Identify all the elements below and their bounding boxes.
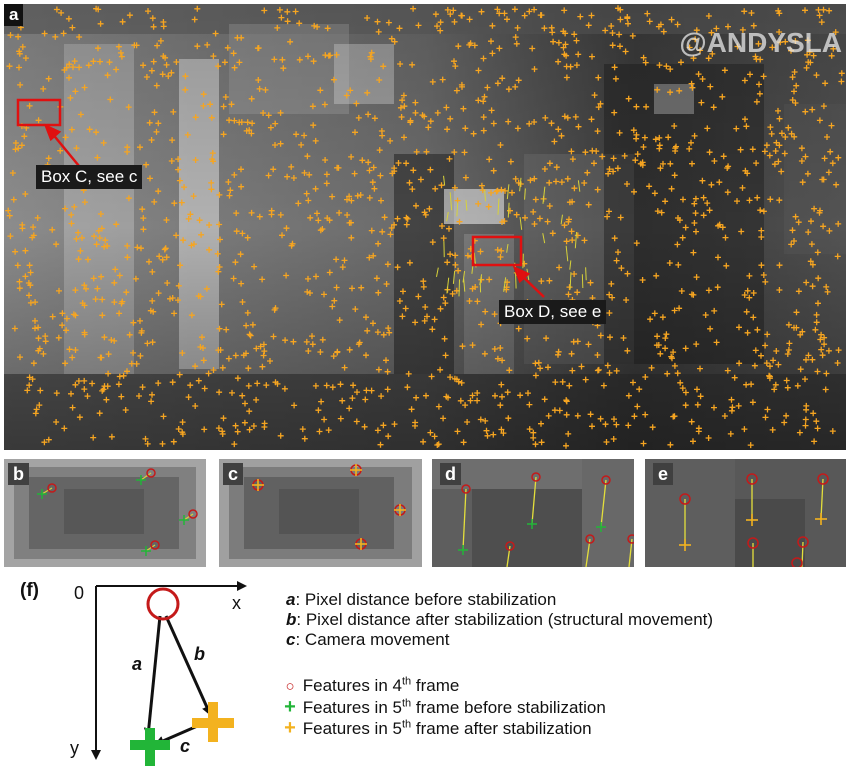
vector-a (143, 615, 162, 738)
box-d-marker (471, 235, 523, 267)
panel-f-label: (f) (20, 580, 39, 601)
panel-e-label: e (653, 463, 674, 485)
panel-b-image (4, 459, 206, 567)
panel-a-label: a (4, 4, 24, 26)
panel-c: c (219, 459, 422, 567)
panel-e: e (645, 459, 846, 567)
green-plus-icon: + (284, 696, 296, 718)
panel-a-image: @ANDYSLA (4, 4, 846, 450)
legend-item-5th-before: + Features in 5th frame before stabiliza… (282, 697, 606, 718)
red-circle-icon: ○ (285, 678, 295, 695)
definition-a: a: Pixel distance before stabilization (286, 590, 557, 609)
legend-item-5th-after: + Features in 5th frame after stabilizat… (282, 718, 606, 739)
box-c-marker (16, 98, 62, 127)
panel-d-image (432, 459, 634, 567)
yellow-plus-icon: + (284, 717, 296, 739)
definition-c: c: Camera movement (286, 630, 450, 649)
panel-c-image (219, 459, 422, 567)
panel-b-label: b (8, 463, 29, 485)
vector-c-label: c (180, 736, 190, 756)
vector-b-label: b (194, 644, 205, 664)
watermark: @ANDYSLA (679, 27, 842, 58)
feature-5th-before-marker (130, 728, 170, 766)
legend: ○ Features in 4th frame + Features in 5t… (282, 676, 606, 739)
origin-label: 0 (74, 583, 84, 603)
vector-b (164, 615, 212, 716)
box-c-label: Box C, see c (36, 165, 143, 189)
panel-e-image (645, 459, 846, 567)
feature-5th-after-marker (192, 702, 234, 742)
feature-4th-frame-marker (146, 587, 180, 621)
panel-f-diagram: 0 x y a b c (70, 581, 247, 766)
y-axis-label: y (70, 738, 79, 758)
box-c-arrow (50, 131, 80, 167)
x-axis-label: x (232, 593, 241, 613)
vector-a-label: a (132, 654, 142, 674)
legend-item-4th-frame: ○ Features in 4th frame (282, 676, 606, 697)
definitions: a: Pixel distance before stabilization b… (286, 590, 713, 650)
definition-b: b: Pixel distance after stabilization (s… (286, 610, 714, 629)
panel-a: @ANDYSLA a Box C, see c Box D, see e (4, 4, 846, 450)
panel-d-label: d (440, 463, 461, 485)
panel-b: b (4, 459, 206, 567)
panel-d: d (432, 459, 634, 567)
panel-c-label: c (223, 463, 244, 485)
box-d-label: Box D, see e (499, 300, 607, 324)
